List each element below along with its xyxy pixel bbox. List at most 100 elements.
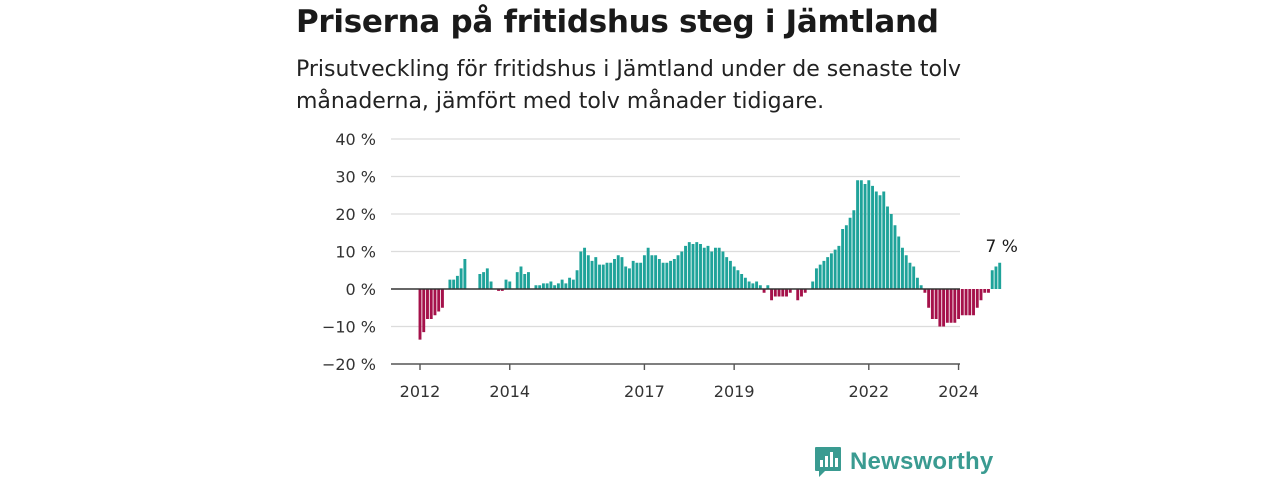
bar	[957, 289, 961, 319]
bar	[762, 289, 766, 293]
bar	[863, 184, 867, 289]
bar	[601, 264, 605, 290]
bar	[934, 289, 938, 319]
bar	[945, 289, 949, 323]
bar	[728, 260, 732, 290]
bar	[560, 279, 564, 290]
bar	[848, 217, 852, 289]
bar	[785, 289, 788, 297]
newsworthy-logo-icon	[815, 447, 841, 477]
bar	[613, 259, 616, 289]
bar	[684, 245, 687, 290]
bar	[803, 289, 807, 293]
bar	[598, 264, 601, 290]
bar	[616, 255, 620, 289]
bar	[571, 279, 575, 290]
bar	[886, 206, 889, 289]
bar	[844, 225, 848, 289]
bar	[987, 289, 990, 293]
bar	[837, 245, 841, 290]
bar	[874, 191, 878, 289]
bar	[960, 289, 964, 316]
bar	[702, 247, 706, 289]
bar	[788, 289, 792, 293]
bar	[527, 272, 530, 290]
bar	[777, 289, 781, 297]
bar	[564, 283, 568, 290]
bar	[725, 257, 729, 290]
bar	[717, 247, 721, 289]
bar	[897, 236, 901, 289]
bar	[523, 274, 527, 289]
bar	[740, 274, 744, 289]
bar	[889, 214, 893, 289]
y-tick-label: 30 %	[335, 168, 376, 187]
bar	[541, 283, 545, 290]
bar	[927, 289, 931, 308]
bar	[455, 275, 459, 290]
bar	[758, 285, 762, 289]
bar	[770, 289, 774, 301]
bar	[642, 255, 646, 289]
bar	[609, 262, 613, 289]
bar	[923, 289, 927, 293]
bar	[953, 289, 957, 323]
bar	[620, 257, 624, 290]
bar	[579, 251, 583, 289]
x-tick-label: 2017	[624, 382, 665, 401]
bar	[426, 289, 429, 319]
bar	[781, 289, 785, 297]
bar	[680, 251, 684, 289]
bar	[949, 289, 953, 323]
bar	[751, 283, 755, 290]
bar	[440, 289, 444, 308]
bar	[714, 247, 717, 289]
y-tick-label: 10 %	[335, 243, 376, 262]
bar	[998, 262, 1002, 289]
bar	[710, 251, 714, 289]
bar	[437, 289, 441, 312]
bar	[478, 274, 482, 289]
bar	[676, 255, 680, 289]
bar	[908, 262, 912, 289]
x-tick-label: 2014	[489, 382, 530, 401]
bar	[915, 277, 919, 289]
tick-labels: −20 % −10 % 0 % 10 % 20 % 30 % 40 % 2012 2014 201…	[322, 130, 1018, 401]
bar	[650, 255, 654, 289]
bar	[497, 289, 500, 291]
bar	[747, 281, 751, 289]
bar	[968, 289, 972, 316]
bar	[429, 289, 433, 319]
newsworthy-brand[interactable]: Newsworthy	[814, 446, 993, 478]
bar	[665, 262, 669, 289]
bar	[893, 225, 897, 289]
bar	[639, 262, 643, 289]
bar	[500, 289, 504, 291]
bar	[538, 285, 542, 289]
bar	[568, 277, 572, 289]
bar	[867, 180, 871, 289]
axes	[391, 288, 960, 370]
bar	[826, 257, 830, 290]
bar	[882, 191, 886, 289]
bar	[852, 210, 856, 289]
x-tick-label: 2022	[848, 382, 889, 401]
bar	[504, 279, 508, 290]
x-tick-label: 2012	[400, 382, 441, 401]
bar	[635, 262, 639, 289]
bar	[919, 285, 923, 289]
bar	[822, 260, 826, 290]
y-tick-label: 20 %	[335, 205, 376, 224]
bar	[800, 289, 803, 297]
y-tick-label: 40 %	[335, 130, 376, 149]
bar	[631, 260, 635, 290]
bar	[545, 283, 549, 290]
bar	[833, 249, 837, 290]
bar	[990, 270, 994, 289]
x-tick-label: 2019	[714, 382, 755, 401]
last-value-label: 7 %	[986, 237, 1018, 257]
bar	[743, 277, 747, 289]
bar	[586, 255, 590, 289]
bar	[459, 268, 463, 290]
bar	[657, 259, 661, 289]
